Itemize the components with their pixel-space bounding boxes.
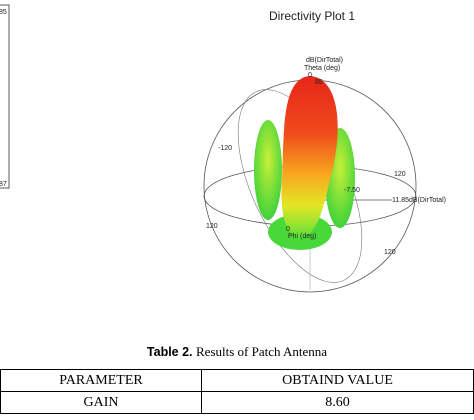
angle-label: 0	[286, 226, 290, 233]
caption: Table 2. Results of Patch Antenna	[147, 344, 327, 359]
row: GAIN 8.60	[0, 391, 474, 414]
cell: 8.60	[201, 391, 474, 414]
caption-label: Table 2.	[147, 345, 193, 359]
figure: 85 87 Directivity Plot 1 dB(DirTotal) Th…	[0, 4, 446, 359]
main-lobe	[281, 76, 338, 238]
header-cell: PARAMETER	[0, 369, 202, 392]
caption-text: Results of Patch Antenna	[196, 344, 327, 359]
cell: GAIN	[0, 391, 202, 414]
plot-title: Directivity Plot 1	[269, 9, 355, 23]
legend-label: Theta (deg)	[304, 65, 340, 72]
left-frame	[0, 4, 10, 189]
legend-label: dB(DirTotal)	[306, 57, 343, 64]
axis-label: Phi (deg)	[288, 233, 316, 240]
value-label: 11.85dB(DirTotal)	[392, 197, 446, 204]
angle-label: 120	[384, 249, 396, 256]
angle-label: 120	[394, 171, 406, 178]
angle-label: 0	[308, 72, 312, 79]
left-label-top: 85	[0, 9, 7, 16]
side-lobe	[254, 120, 282, 220]
results-table: PARAMETER OBTAIND VALUE GAIN 8.60	[0, 369, 474, 414]
angle-label: -120	[218, 145, 232, 152]
header-row: PARAMETER OBTAIND VALUE	[0, 369, 474, 392]
value-label: 85	[315, 79, 323, 86]
value-label: -7.50	[344, 187, 360, 194]
angle-label: 120	[206, 223, 218, 230]
header-cell: OBTAIND VALUE	[201, 369, 474, 392]
left-label-bottom: 87	[0, 181, 7, 188]
